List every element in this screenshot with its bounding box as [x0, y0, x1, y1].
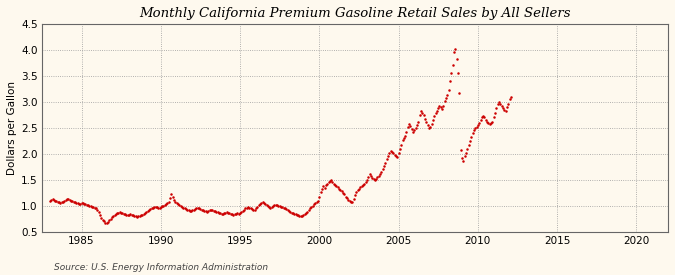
- Text: Source: U.S. Energy Information Administration: Source: U.S. Energy Information Administ…: [54, 263, 268, 272]
- Y-axis label: Dollars per Gallon: Dollars per Gallon: [7, 81, 17, 175]
- Title: Monthly California Premium Gasoline Retail Sales by All Sellers: Monthly California Premium Gasoline Reta…: [139, 7, 571, 20]
